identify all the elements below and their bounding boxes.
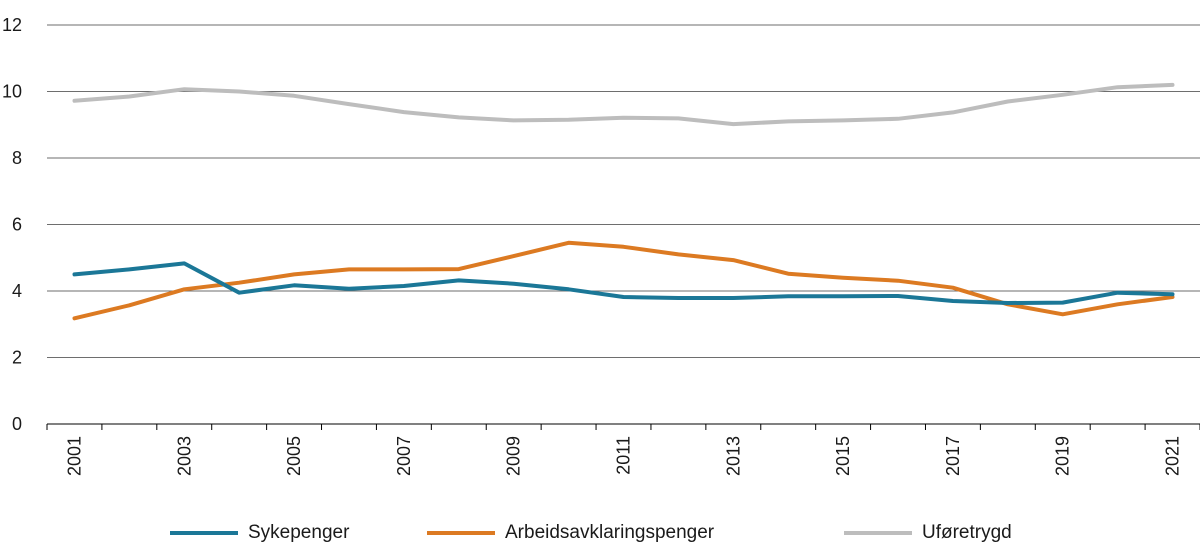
x-tick-label: 2013	[723, 436, 743, 476]
x-tick-label: 2007	[394, 436, 414, 476]
legend-label-sykepenger: Sykepenger	[248, 522, 350, 543]
y-tick-label: 8	[12, 148, 22, 168]
y-axis-tick-labels: 0 2 4 6 8 10 12	[2, 15, 22, 434]
legend-swatch-uforetrygd	[844, 531, 912, 535]
legend-label-uforetrygd: Uføretrygd	[922, 522, 1012, 543]
legend-label-arbeidsavklaringspenger: Arbeidsavklaringspenger	[505, 522, 715, 543]
series-lines	[72, 82, 1175, 321]
series-line-uf-retrygd	[72, 82, 1175, 127]
y-tick-label: 2	[12, 348, 22, 368]
series-line-sykepenger	[72, 261, 1175, 305]
y-tick-label: 0	[12, 414, 22, 434]
x-axis	[46, 423, 1200, 430]
x-tick-label: 2003	[174, 436, 194, 476]
x-tick-label: 2019	[1053, 436, 1073, 476]
legend-swatch-arbeidsavklaringspenger	[427, 531, 495, 535]
x-tick-label: 2021	[1163, 436, 1183, 476]
legend-item-uforetrygd: Uføretrygd	[844, 516, 1012, 550]
legend: Sykepenger Arbeidsavklaringspenger Uføre…	[0, 516, 1200, 550]
x-tick-label: 2015	[833, 436, 853, 476]
x-axis-tick-labels: 2001 2003 2005 2007 2009 2011 2013 2015 2017 2019…	[64, 436, 1182, 476]
y-tick-label: 12	[2, 15, 22, 35]
legend-item-sykepenger: Sykepenger	[170, 516, 349, 550]
x-tick-label: 2009	[504, 436, 524, 476]
y-tick-label: 4	[12, 281, 22, 301]
x-tick-label: 2011	[614, 436, 634, 475]
legend-swatch-sykepenger	[170, 531, 238, 535]
x-tick-label: 2001	[64, 436, 84, 476]
y-tick-label: 10	[2, 82, 22, 102]
y-tick-label: 6	[12, 215, 22, 235]
legend-item-arbeidsavklaringspenger: Arbeidsavklaringspenger	[427, 516, 714, 550]
x-tick-label: 2017	[943, 436, 963, 476]
x-tick-label: 2005	[284, 436, 304, 476]
series-line-arbeidsavklaringspenger	[72, 240, 1175, 321]
